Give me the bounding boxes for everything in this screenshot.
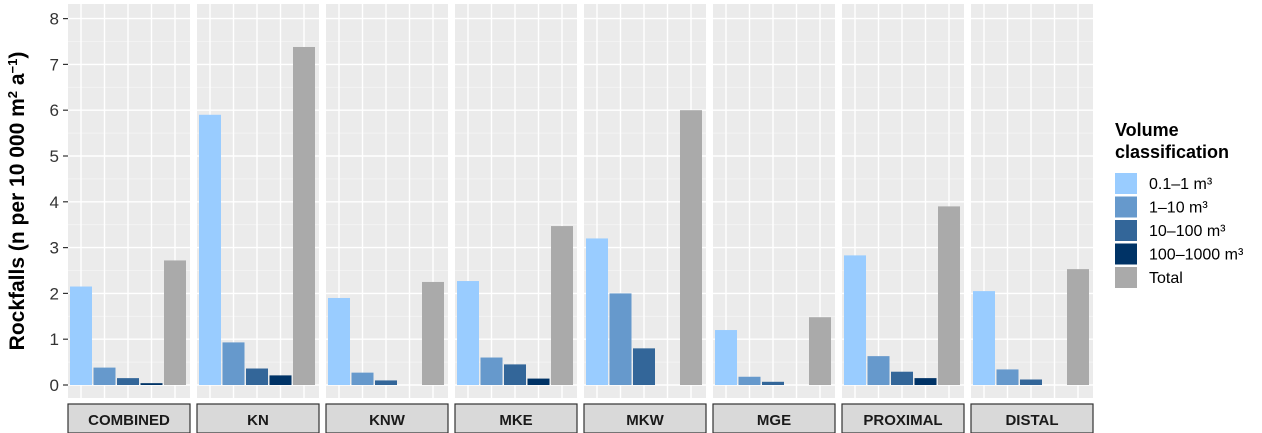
legend-swatch bbox=[1115, 243, 1137, 265]
facet-label: KNW bbox=[369, 412, 406, 429]
legend-swatch bbox=[1115, 173, 1137, 194]
facet-strip bbox=[970, 403, 1094, 433]
bar bbox=[738, 376, 761, 385]
bar bbox=[117, 378, 139, 385]
y-tick-label: 0 bbox=[50, 376, 59, 395]
bar bbox=[762, 381, 784, 385]
legend-swatch bbox=[1115, 267, 1137, 288]
bar bbox=[1020, 379, 1042, 385]
y-tick-label: 7 bbox=[50, 55, 59, 74]
facet-label: PROXIMAL bbox=[863, 412, 942, 429]
y-tick-label: 8 bbox=[50, 10, 59, 29]
facet-panel: COMBINED bbox=[67, 4, 191, 433]
bar bbox=[715, 330, 737, 385]
y-axis: 0 1 2 3 4 5 6 7 8 bbox=[50, 10, 68, 395]
facet-panel: KN bbox=[196, 4, 320, 433]
bar bbox=[867, 356, 890, 385]
facet-panel: PROXIMAL bbox=[841, 4, 965, 433]
y-tick-label: 1 bbox=[50, 330, 59, 349]
y-tick-label: 4 bbox=[50, 193, 59, 212]
facet-panels: COMBINED KN KNW MKE MKW MGE PROXIMAL DISTAL bbox=[67, 4, 1094, 433]
bar bbox=[551, 226, 573, 385]
bar bbox=[480, 357, 503, 385]
bar bbox=[680, 110, 702, 385]
y-axis-title: Rockfalls (n per 10 000 m2 a−1) bbox=[5, 52, 30, 351]
y-axis-title-group: Rockfalls (n per 10 000 m2 a−1) bbox=[5, 52, 30, 351]
legend-title-line2: classification bbox=[1115, 142, 1229, 162]
bar bbox=[996, 369, 1019, 385]
facet-strip bbox=[841, 403, 965, 433]
facet-strip bbox=[712, 403, 836, 433]
bar bbox=[504, 364, 526, 385]
bar bbox=[222, 342, 245, 385]
legend-label: 100–1000 m³ bbox=[1149, 247, 1244, 264]
bar bbox=[609, 293, 632, 385]
facet-panel: MGE bbox=[712, 4, 836, 433]
facet-strip bbox=[454, 403, 578, 433]
legend-label: 0.1–1 m³ bbox=[1149, 176, 1213, 193]
facet-strip bbox=[67, 403, 191, 433]
bar bbox=[809, 317, 831, 385]
facet-label: MGE bbox=[757, 412, 791, 429]
legend-label: Total bbox=[1149, 270, 1183, 287]
bar bbox=[269, 375, 292, 385]
bar bbox=[164, 260, 186, 385]
bar bbox=[527, 378, 550, 385]
facet-label: MKW bbox=[626, 412, 664, 429]
facet-label: COMBINED bbox=[88, 412, 170, 429]
legend-label: 1–10 m³ bbox=[1149, 200, 1208, 217]
bar bbox=[891, 371, 913, 385]
bar bbox=[633, 348, 655, 385]
bar bbox=[457, 281, 479, 385]
legend-label: 10–100 m³ bbox=[1149, 223, 1226, 240]
bar bbox=[246, 368, 268, 385]
facet-label: KN bbox=[247, 412, 269, 429]
bar bbox=[328, 297, 350, 385]
bar bbox=[422, 281, 444, 385]
bar bbox=[375, 380, 397, 385]
facet-strip bbox=[196, 403, 320, 433]
bar bbox=[586, 238, 608, 385]
bar bbox=[844, 255, 866, 385]
bar bbox=[938, 206, 960, 385]
facet-panel: MKE bbox=[454, 4, 578, 433]
bar bbox=[140, 383, 163, 385]
facet-panel: DISTAL bbox=[970, 4, 1094, 433]
legend-swatch bbox=[1115, 220, 1137, 241]
bar bbox=[1067, 269, 1089, 385]
facet-strip bbox=[583, 403, 707, 433]
y-tick-label: 6 bbox=[50, 101, 59, 120]
legend-swatch bbox=[1115, 196, 1137, 218]
bar bbox=[914, 378, 937, 385]
y-tick-label: 5 bbox=[50, 147, 59, 166]
bar bbox=[93, 367, 116, 385]
facet-strip bbox=[325, 403, 449, 433]
bar bbox=[70, 286, 92, 385]
facet-panel: KNW bbox=[325, 4, 449, 433]
y-tick-label: 3 bbox=[50, 239, 59, 258]
facet-label: MKE bbox=[499, 412, 532, 429]
bar bbox=[973, 291, 995, 385]
legend-title-line1: Volume bbox=[1115, 120, 1179, 140]
facet-label: DISTAL bbox=[1005, 412, 1058, 429]
bar bbox=[293, 46, 315, 385]
facet-panel: MKW bbox=[583, 4, 707, 433]
bar bbox=[351, 372, 374, 385]
y-tick-label: 2 bbox=[50, 284, 59, 303]
bar bbox=[199, 114, 221, 385]
